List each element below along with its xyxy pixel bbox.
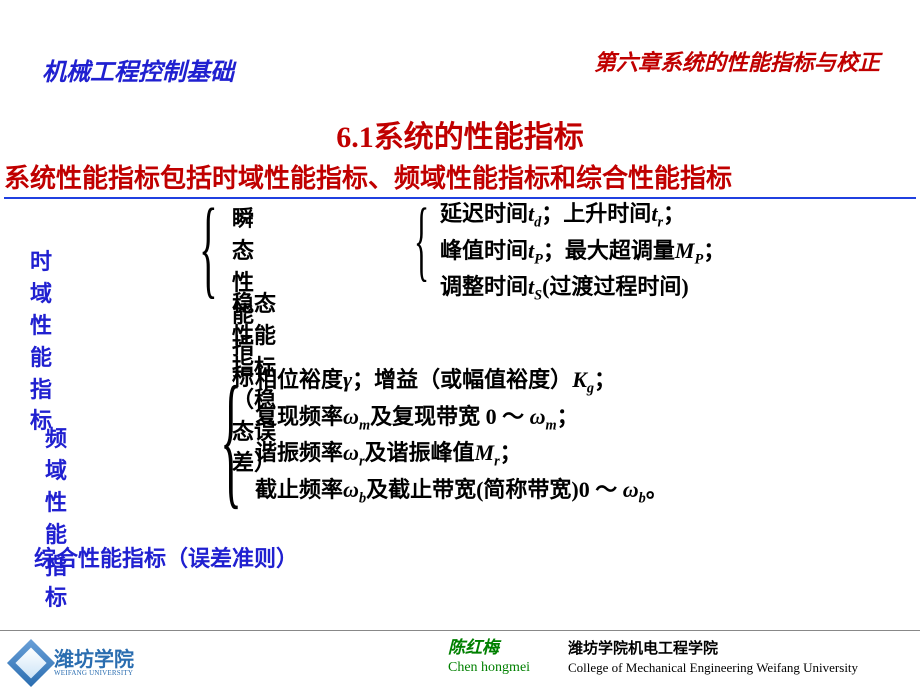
author-name-cn: 陈红梅 xyxy=(448,633,499,658)
logo-text-en: WEIFANG UNIVERSITY xyxy=(54,670,134,677)
comprehensive-label: 综合性能指标（误差准则） xyxy=(34,543,298,575)
college-name-cn: 潍坊学院机电工程学院 xyxy=(568,637,718,658)
metric-line: 相位裕度γ；增益（或幅值裕度）Kg； xyxy=(255,363,920,400)
freq-metrics: 相位裕度γ；增益（或幅值裕度）Kg； 复现频率ωm及复现带宽 0 ～ ωm； 谐… xyxy=(255,363,920,509)
metric-line: 延迟时间td；上升时间tr； xyxy=(440,197,920,234)
time-domain-label: 时域性能指标 xyxy=(30,246,52,437)
transient-metrics: 延迟时间td；上升时间tr； 峰值时间tP；最大超调量MP； 调整时间tS(过渡… xyxy=(440,197,920,307)
university-logo: 潍坊学院 WEIFANG UNIVERSITY xyxy=(14,646,134,680)
logo-icon xyxy=(7,639,55,687)
metric-line: 截止频率ωb及截止带宽(简称带宽)0 ～ ωb。 xyxy=(255,473,920,510)
footer: 潍坊学院 WEIFANG UNIVERSITY 陈红梅 Chen hongmei… xyxy=(0,630,920,690)
chapter-title: 第六章系统的性能指标与校正 xyxy=(594,45,880,77)
section-title: 6.1系统的性能指标 xyxy=(0,112,920,156)
brace-icon: { xyxy=(220,331,242,549)
author-name-en: Chen hongmei xyxy=(448,660,530,676)
section-subtitle: 系统性能指标包括时域性能指标、频域性能指标和综合性能指标 xyxy=(4,158,916,199)
brace-icon: { xyxy=(414,176,429,307)
brace-icon: { xyxy=(199,168,217,328)
metric-line: 复现频率ωm及复现带宽 0 ～ ωm； xyxy=(255,400,920,437)
metric-line: 谐振频率ωr及谐振峰值Mr； xyxy=(255,436,920,473)
logo-text-cn: 潍坊学院 xyxy=(54,650,134,670)
course-title: 机械工程控制基础 xyxy=(42,52,234,87)
freq-domain-label: 频域性能指标 xyxy=(45,423,67,614)
college-name-en: College of Mechanical Engineering Weifan… xyxy=(568,660,858,676)
metric-line: 调整时间tS(过渡过程时间) xyxy=(440,270,920,307)
metric-line: 峰值时间tP；最大超调量MP； xyxy=(440,234,920,271)
